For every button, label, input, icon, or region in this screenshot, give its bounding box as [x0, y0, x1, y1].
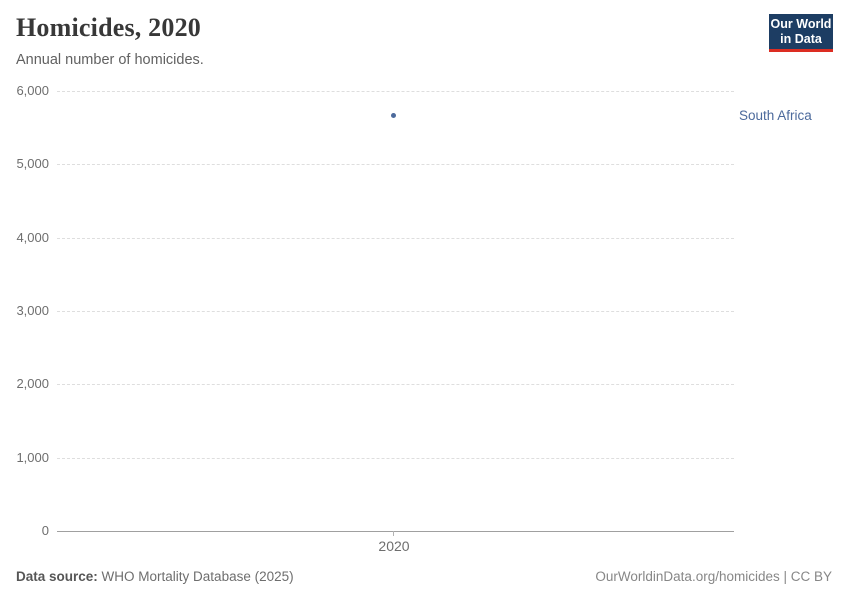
y-axis-tick-label: 0	[41, 523, 49, 538]
data-source-label: Data source:	[16, 569, 98, 584]
gridline	[57, 457, 734, 459]
y-axis-tick-label: 4,000	[16, 229, 49, 245]
gridline	[57, 384, 734, 386]
x-axis-tick-label: 2020	[378, 538, 410, 554]
page-title: Homicides, 2020	[16, 13, 201, 42]
attribution-link[interactable]: OurWorldinData.org/homicides | CC BY	[595, 569, 832, 584]
y-axis-tick-label: 2,000	[16, 376, 49, 392]
y-axis-tick-label: 3,000	[16, 303, 49, 318]
gridline	[57, 311, 734, 312]
gridline	[57, 91, 734, 92]
data-source-value: WHO Mortality Database (2025)	[101, 569, 294, 584]
y-axis-tick-label: 1,000	[16, 449, 49, 465]
data-source-note: Data source: WHO Mortality Database (202…	[16, 569, 294, 584]
gridline	[57, 164, 734, 166]
data-point-south-africa[interactable]	[391, 113, 396, 119]
x-axis-tick	[393, 531, 394, 536]
gridline	[57, 237, 734, 239]
owid-logo-line1: Our World	[770, 16, 832, 31]
y-axis-tick-label: 5,000	[16, 156, 49, 172]
series-label-south-africa[interactable]: South Africa	[739, 107, 812, 123]
owid-logo-line2: in Data	[780, 31, 822, 46]
owid-logo[interactable]: Our World in Data	[769, 14, 833, 52]
chart-subtitle: Annual number of homicides.	[16, 52, 204, 68]
x-axis-line	[57, 531, 734, 532]
y-axis-tick-label: 6,000	[16, 83, 49, 98]
